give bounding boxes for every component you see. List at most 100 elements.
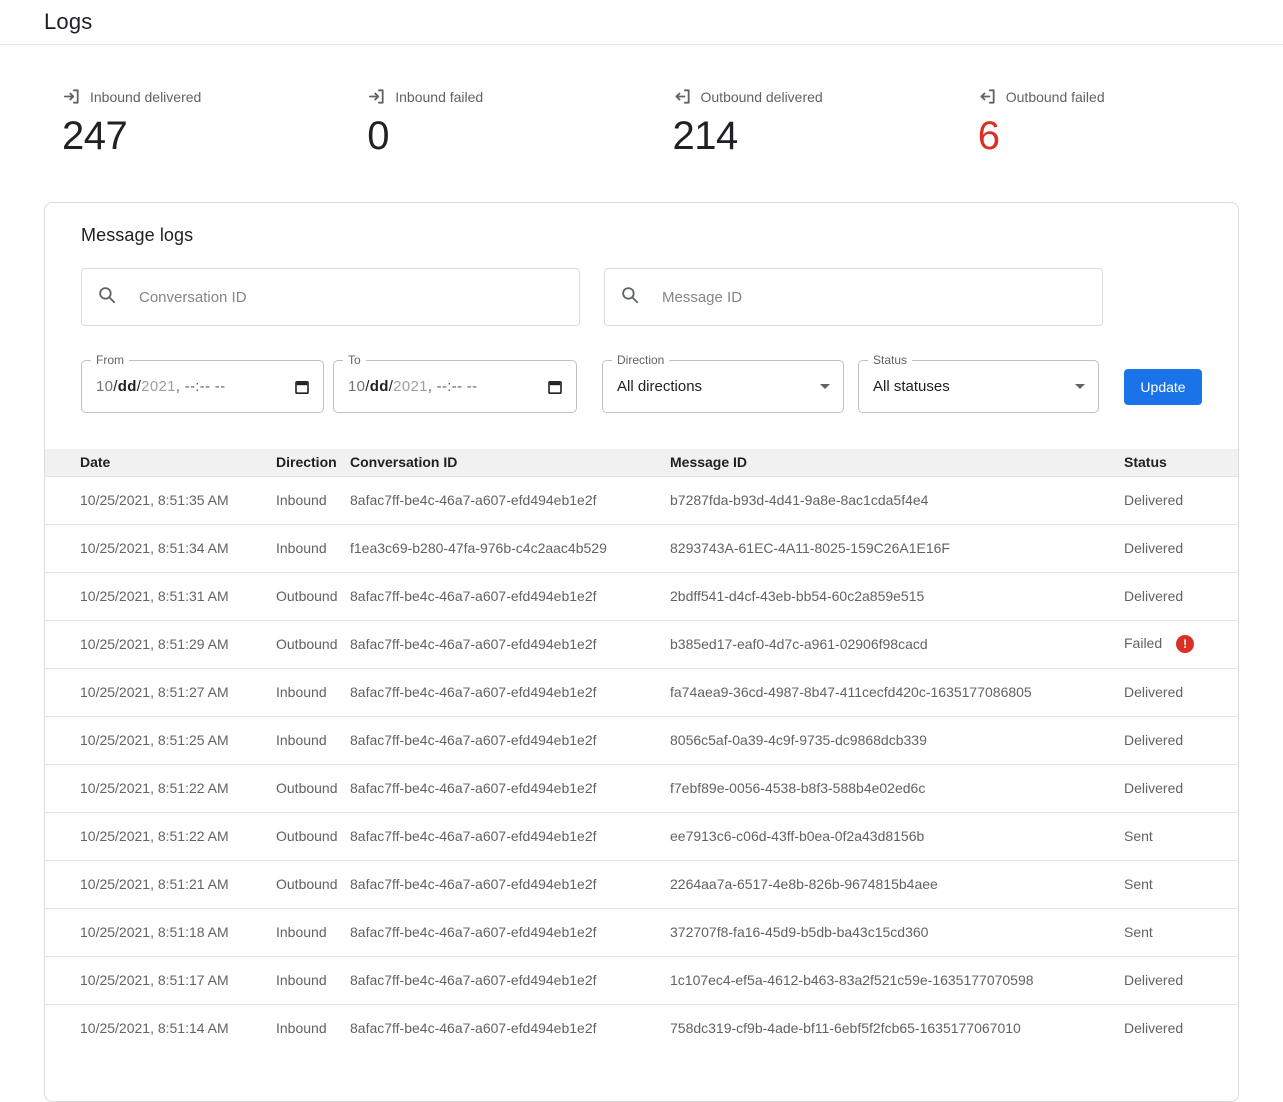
stat-label: Outbound failed [1005, 88, 1105, 105]
cell-conversation-id: 8afac7ff-be4c-46a7-a607-efd494eb1e2f [350, 811, 670, 860]
cell-message-id: b385ed17-eaf0-4d7c-a961-02906f98cacd [670, 619, 1124, 668]
cell-date: 10/25/2021, 8:51:29 AM [45, 619, 276, 668]
table-row: 10/25/2021, 8:51:21 AM Outbound 8afac7ff-b… [45, 859, 1238, 908]
message-id-input[interactable] [660, 287, 1086, 307]
table-row: 10/25/2021, 8:51:25 AM Inbound 8afac7ff-be… [45, 715, 1238, 764]
cell-conversation-id: 8afac7ff-be4c-46a7-a607-efd494eb1e2f [350, 667, 670, 716]
col-header-conversation-id: Conversation ID [350, 449, 670, 476]
cell-direction: Inbound [276, 715, 350, 764]
cell-message-id: 758dc319-cf9b-4ade-bf11-6ebf5f2fcb65-163… [670, 1003, 1124, 1052]
cell-conversation-id: 8afac7ff-be4c-46a7-a607-efd494eb1e2f [350, 763, 670, 812]
cell-status: Delivered [1124, 955, 1238, 1004]
cell-status: Delivered [1124, 667, 1238, 716]
field-label: From [91, 353, 129, 367]
table-row: 10/25/2021, 8:51:22 AM Outbound 8afac7ff-b… [45, 763, 1238, 812]
table-row: 10/25/2021, 8:51:27 AM Inbound 8afac7ff-be… [45, 667, 1238, 716]
direction-select[interactable]: Direction All directions [602, 353, 844, 413]
cell-conversation-id: 8afac7ff-be4c-46a7-a607-efd494eb1e2f [350, 955, 670, 1004]
cell-date: 10/25/2021, 8:51:22 AM [45, 811, 276, 860]
from-date-value: 10/dd/2021, --:-- -- [96, 378, 226, 395]
to-date-field[interactable]: To 10/dd/2021, --:-- -- [333, 353, 577, 413]
chevron-down-icon [1075, 384, 1085, 389]
cell-status: Failed! [1124, 619, 1238, 668]
calendar-icon[interactable] [547, 379, 563, 395]
cell-date: 10/25/2021, 8:51:21 AM [45, 859, 276, 908]
conversation-id-search[interactable] [81, 268, 580, 326]
direction-value: All directions [617, 378, 703, 395]
inbound-icon [367, 87, 386, 106]
col-header-direction: Direction [276, 449, 350, 476]
search-row [81, 268, 1202, 326]
log-table: Date Direction Conversation ID Message I… [45, 449, 1238, 1052]
message-logs-card: Message logs From 10/dd/2021, --:-- -- T… [44, 202, 1239, 1102]
table-row: 10/25/2021, 8:51:35 AM Inbound 8afac7ff-be… [45, 475, 1238, 524]
table-row: 10/25/2021, 8:51:18 AM Inbound 8afac7ff-be… [45, 907, 1238, 956]
cell-status: Delivered [1124, 523, 1238, 572]
cell-direction: Outbound [276, 619, 350, 668]
outbound-icon [673, 87, 692, 106]
cell-message-id: 372707f8-fa16-45d9-b5db-ba43c15cd360 [670, 907, 1124, 956]
stat-value: 214 [672, 114, 739, 158]
cell-direction: Inbound [276, 955, 350, 1004]
cell-direction: Inbound [276, 907, 350, 956]
cell-message-id: 8293743A-61EC-4A11-8025-159C26A1E16F [670, 523, 1124, 572]
table-row: 10/25/2021, 8:51:17 AM Inbound 8afac7ff-be… [45, 955, 1238, 1004]
cell-message-id: b7287fda-b93d-4d41-9a8e-8ac1cda5f4e4 [670, 475, 1124, 524]
field-label: Status [868, 353, 913, 367]
cell-status: Delivered [1124, 715, 1238, 764]
cell-status: Delivered [1124, 571, 1238, 620]
from-date-field[interactable]: From 10/dd/2021, --:-- -- [81, 353, 324, 413]
col-header-date: Date [45, 449, 276, 476]
cell-conversation-id: 8afac7ff-be4c-46a7-a607-efd494eb1e2f [350, 859, 670, 908]
filter-row: From 10/dd/2021, --:-- -- To 10/dd/2021,… [81, 353, 1202, 413]
cell-status: Delivered [1124, 475, 1238, 524]
cell-direction: Inbound [276, 523, 350, 572]
stat-card-inbound-failed: Inbound failed 0 [367, 87, 672, 157]
field-label: To [343, 353, 366, 367]
cell-direction: Inbound [276, 1003, 350, 1052]
cell-message-id: f7ebf89e-0056-4538-b8f3-588b4e02ed6c [670, 763, 1124, 812]
stat-label: Inbound failed [395, 88, 484, 105]
cell-direction: Inbound [276, 475, 350, 524]
cell-conversation-id: f1ea3c69-b280-47fa-976b-c4c2aac4b529 [350, 523, 670, 572]
cell-message-id: 2264aa7a-6517-4e8b-826b-9674815b4aee [670, 859, 1124, 908]
section-title: Message logs [81, 225, 194, 245]
message-id-search[interactable] [604, 268, 1103, 326]
page-header: Logs [0, 0, 1283, 45]
cell-message-id: 1c107ec4-ef5a-4612-b463-83a2f521c59e-163… [670, 955, 1124, 1004]
cell-date: 10/25/2021, 8:51:35 AM [45, 475, 276, 524]
cell-date: 10/25/2021, 8:51:34 AM [45, 523, 276, 572]
cell-status: Sent [1124, 811, 1238, 860]
cell-conversation-id: 8afac7ff-be4c-46a7-a607-efd494eb1e2f [350, 619, 670, 668]
stat-card-outbound-failed: Outbound failed 6 [978, 87, 1283, 157]
cell-status: Sent [1124, 907, 1238, 956]
update-button[interactable]: Update [1124, 368, 1202, 405]
cell-direction: Inbound [276, 667, 350, 716]
conversation-id-input[interactable] [137, 287, 563, 307]
cell-date: 10/25/2021, 8:51:18 AM [45, 907, 276, 956]
cell-date: 10/25/2021, 8:51:31 AM [45, 571, 276, 620]
calendar-icon[interactable] [294, 379, 310, 395]
table-row: 10/25/2021, 8:51:34 AM Inbound f1ea3c69-b2… [45, 523, 1238, 572]
field-label: Direction [612, 353, 670, 367]
stat-card-inbound-delivered: Inbound delivered 247 [62, 87, 367, 157]
cell-conversation-id: 8afac7ff-be4c-46a7-a607-efd494eb1e2f [350, 1003, 670, 1052]
stat-card-outbound-delivered: Outbound delivered 214 [672, 87, 978, 158]
cell-date: 10/25/2021, 8:51:27 AM [45, 667, 276, 716]
cell-message-id: 2bdff541-d4cf-43eb-bb54-60c2a859e515 [670, 571, 1124, 620]
col-header-status: Status [1124, 449, 1238, 476]
status-value: All statuses [873, 378, 950, 395]
cell-date: 10/25/2021, 8:51:22 AM [45, 763, 276, 812]
stats-row: Inbound delivered 247 Inbound failed 0 O… [62, 87, 1283, 158]
stat-label: Inbound delivered [90, 88, 202, 105]
cell-date: 10/25/2021, 8:51:14 AM [45, 1003, 276, 1052]
failed-icon: ! [1176, 635, 1195, 654]
stat-label: Outbound delivered [700, 88, 823, 105]
cell-conversation-id: 8afac7ff-be4c-46a7-a607-efd494eb1e2f [350, 571, 670, 620]
table-row: 10/25/2021, 8:51:14 AM Inbound 8afac7ff-be… [45, 1003, 1238, 1052]
col-header-message-id: Message ID [670, 449, 1124, 476]
cell-message-id: fa74aea9-36cd-4987-8b47-411cecfd420c-163… [670, 667, 1124, 716]
cell-direction: Outbound [276, 763, 350, 812]
status-select[interactable]: Status All statuses [858, 353, 1099, 413]
outbound-icon [978, 87, 997, 106]
